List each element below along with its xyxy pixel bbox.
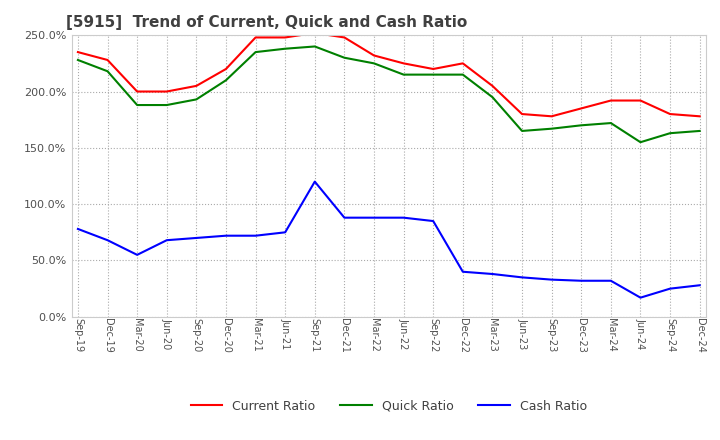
Quick Ratio [547,126,556,131]
Cash Ratio [103,238,112,243]
Current Ratio [222,66,230,72]
Current Ratio [577,106,585,111]
Cash Ratio [547,277,556,282]
Cash Ratio [310,179,319,184]
Quick Ratio [488,95,497,100]
Text: [5915]  Trend of Current, Quick and Cash Ratio: [5915] Trend of Current, Quick and Cash … [66,15,467,30]
Current Ratio [518,111,526,117]
Quick Ratio [696,128,704,134]
Cash Ratio [369,215,378,220]
Cash Ratio [459,269,467,275]
Cash Ratio [340,215,348,220]
Cash Ratio [400,215,408,220]
Cash Ratio [488,271,497,277]
Cash Ratio [73,226,82,231]
Cash Ratio [577,278,585,283]
Cash Ratio [163,238,171,243]
Current Ratio [310,30,319,36]
Cash Ratio [222,233,230,238]
Current Ratio [73,49,82,55]
Cash Ratio [281,230,289,235]
Current Ratio [429,66,438,72]
Line: Quick Ratio: Quick Ratio [78,47,700,142]
Quick Ratio [340,55,348,60]
Quick Ratio [606,121,615,126]
Current Ratio [163,89,171,94]
Quick Ratio [192,97,201,102]
Current Ratio [281,35,289,40]
Quick Ratio [577,123,585,128]
Current Ratio [459,61,467,66]
Current Ratio [400,61,408,66]
Quick Ratio [222,77,230,83]
Cash Ratio [518,275,526,280]
Current Ratio [488,83,497,88]
Quick Ratio [163,103,171,108]
Quick Ratio [132,103,141,108]
Cash Ratio [666,286,675,291]
Quick Ratio [73,57,82,62]
Quick Ratio [310,44,319,49]
Legend: Current Ratio, Quick Ratio, Cash Ratio: Current Ratio, Quick Ratio, Cash Ratio [186,395,592,418]
Cash Ratio [606,278,615,283]
Line: Cash Ratio: Cash Ratio [78,182,700,297]
Current Ratio [192,83,201,88]
Line: Current Ratio: Current Ratio [78,33,700,116]
Quick Ratio [636,139,645,145]
Quick Ratio [281,46,289,51]
Quick Ratio [459,72,467,77]
Cash Ratio [132,252,141,257]
Current Ratio [132,89,141,94]
Cash Ratio [251,233,260,238]
Cash Ratio [429,218,438,224]
Current Ratio [666,111,675,117]
Current Ratio [606,98,615,103]
Current Ratio [547,114,556,119]
Quick Ratio [251,49,260,55]
Current Ratio [340,35,348,40]
Current Ratio [696,114,704,119]
Quick Ratio [369,61,378,66]
Quick Ratio [429,72,438,77]
Cash Ratio [696,282,704,288]
Quick Ratio [666,131,675,136]
Quick Ratio [400,72,408,77]
Cash Ratio [636,295,645,300]
Quick Ratio [103,69,112,74]
Current Ratio [103,57,112,62]
Cash Ratio [192,235,201,241]
Current Ratio [636,98,645,103]
Current Ratio [369,53,378,58]
Quick Ratio [518,128,526,134]
Current Ratio [251,35,260,40]
